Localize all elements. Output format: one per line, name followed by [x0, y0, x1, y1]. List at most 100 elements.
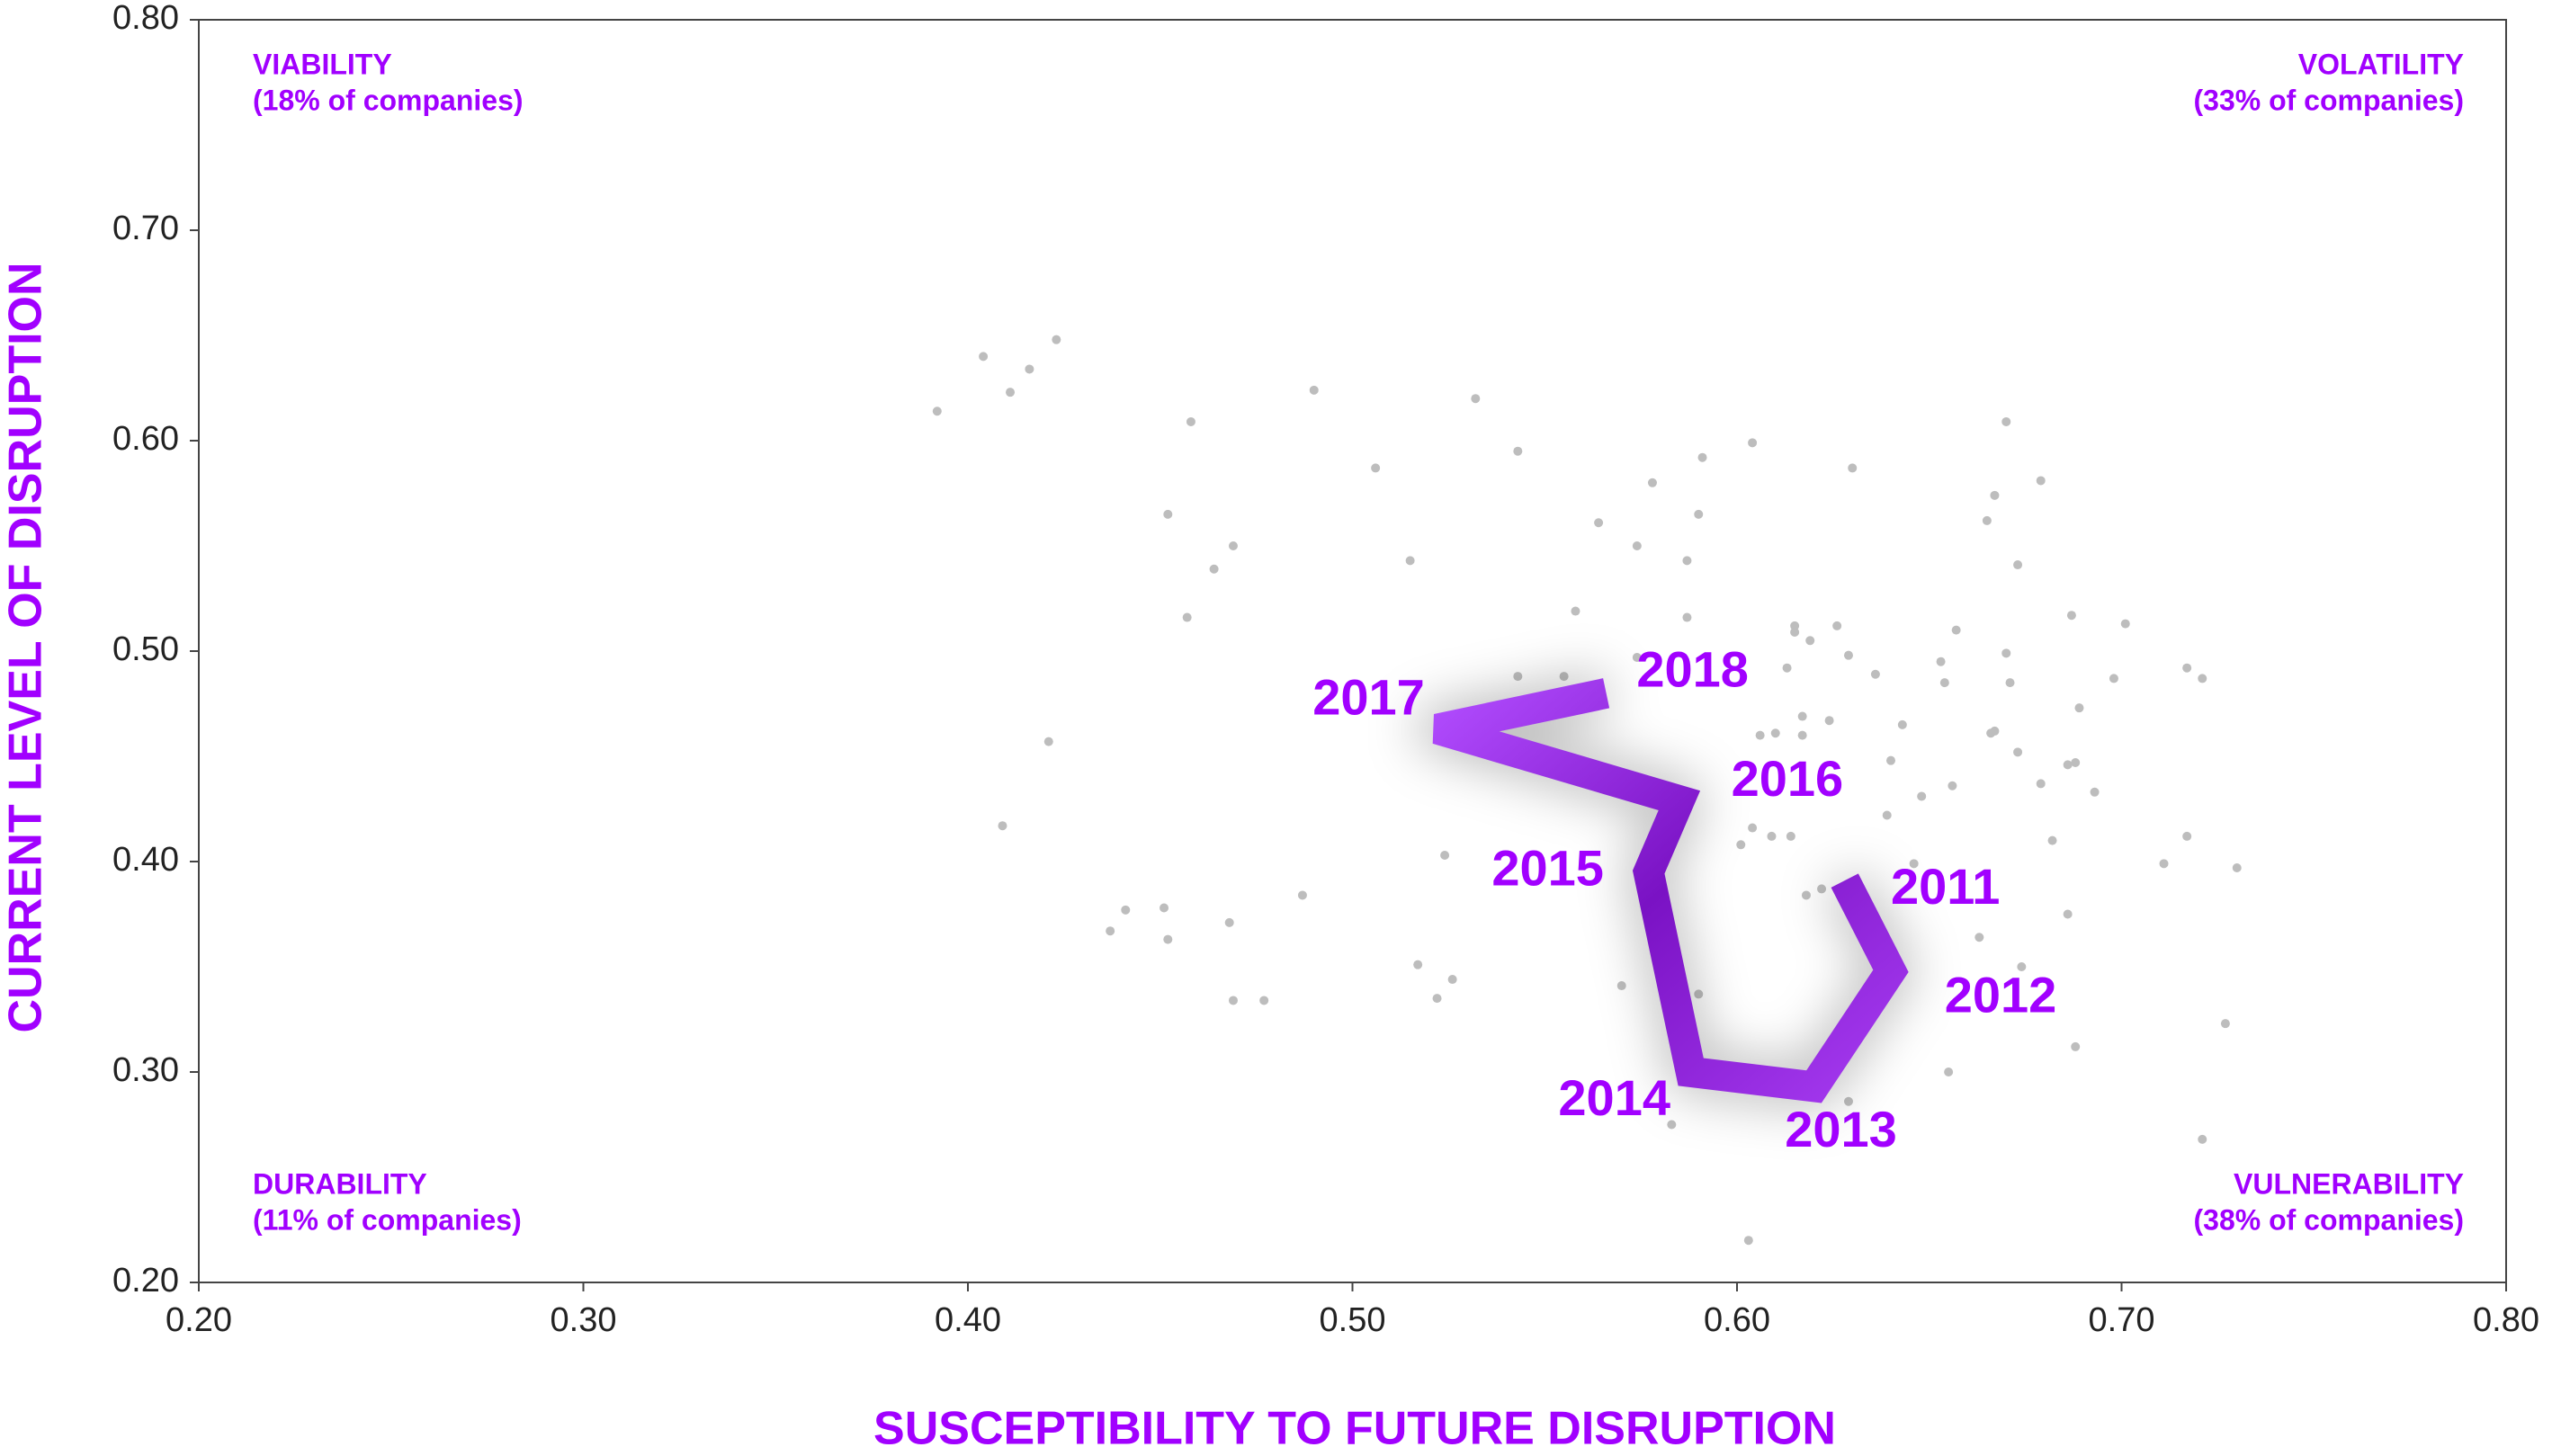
- scatter-point: [1448, 975, 1457, 984]
- year-label: 2013: [1785, 1101, 1897, 1157]
- scatter-point: [2221, 1019, 2230, 1028]
- scatter-point: [2182, 664, 2191, 673]
- scatter-point: [1513, 447, 1522, 456]
- x-tick-label: 0.60: [1704, 1301, 1770, 1339]
- quadrant-share: (11% of companies): [253, 1203, 522, 1236]
- scatter-point: [1786, 832, 1795, 841]
- quadrant-title: VIABILITY: [253, 48, 392, 80]
- year-label: 2016: [1732, 750, 1844, 807]
- scatter-point: [2109, 674, 2118, 683]
- scatter-point: [1790, 628, 1799, 637]
- y-tick-label: 0.30: [112, 1051, 179, 1089]
- scatter-point: [1898, 720, 1907, 729]
- scatter-point: [1106, 926, 1115, 935]
- scatter-point: [1513, 672, 1522, 681]
- year-label: 2018: [1636, 641, 1749, 698]
- scatter-point: [1748, 438, 1757, 447]
- scatter-point: [1771, 728, 1780, 737]
- y-tick-label: 0.40: [112, 841, 179, 879]
- scatter-point: [998, 821, 1007, 830]
- scatter-point: [1802, 890, 1811, 899]
- scatter-point: [1848, 463, 1857, 472]
- scatter-point: [1986, 728, 1995, 737]
- scatter-point: [2091, 788, 2100, 797]
- scatter-point: [1594, 518, 1603, 527]
- x-tick-label: 0.50: [1320, 1301, 1386, 1339]
- scatter-point: [1832, 621, 1841, 630]
- scatter-point: [1052, 335, 1061, 344]
- scatter-point: [1694, 510, 1703, 519]
- scatter-point: [1805, 636, 1814, 645]
- x-tick-label: 0.70: [2089, 1301, 2155, 1339]
- scatter-point: [2121, 620, 2130, 629]
- scatter-point: [1798, 731, 1807, 740]
- scatter-point: [1183, 613, 1192, 622]
- scatter-point: [1748, 824, 1757, 833]
- x-tick-label: 0.30: [551, 1301, 617, 1339]
- scatter-point: [2013, 560, 2022, 569]
- scatter-point: [2001, 648, 2010, 657]
- scatter-point: [2067, 611, 2076, 620]
- scatter-point: [1952, 626, 1961, 635]
- scatter-point: [1886, 756, 1895, 765]
- quadrant-share: (33% of companies): [2193, 84, 2464, 116]
- quadrant-title: VULNERABILITY: [2234, 1167, 2464, 1200]
- scatter-point: [1433, 994, 1442, 1003]
- quadrant-title: DURABILITY: [253, 1167, 427, 1200]
- year-label: 2012: [1945, 966, 2057, 1023]
- scatter-point: [1844, 651, 1853, 660]
- scatter-point: [2001, 417, 2010, 426]
- scatter-point: [1006, 388, 1015, 397]
- scatter-point: [2074, 703, 2083, 712]
- year-label: 2015: [1491, 839, 1604, 896]
- plot-frame: [199, 20, 2506, 1282]
- scatter-point: [1682, 613, 1691, 622]
- scatter-point: [2064, 910, 2073, 919]
- scatter-point: [1259, 996, 1268, 1005]
- scatter-point: [1633, 541, 1642, 550]
- scatter-point: [2048, 836, 2057, 845]
- y-axis-title: CURRENT LEVEL OF DISRUPTION: [0, 262, 52, 1032]
- scatter-point: [2160, 859, 2169, 868]
- y-tick-label: 0.20: [112, 1262, 179, 1300]
- scatter-point: [1883, 811, 1892, 820]
- scatter-point: [1298, 890, 1307, 899]
- scatter-point: [1983, 516, 1992, 525]
- scatter-point: [2233, 863, 2242, 872]
- y-tick-label: 0.80: [112, 0, 179, 37]
- x-tick-label: 0.80: [2473, 1301, 2539, 1339]
- scatter-point: [1121, 906, 1130, 915]
- scatter-point: [1413, 960, 1422, 969]
- x-tick-label: 0.40: [935, 1301, 1001, 1339]
- scatter-point: [1210, 565, 1219, 574]
- scatter-point: [1163, 935, 1172, 944]
- scatter-point: [1617, 981, 1626, 990]
- scatter-point: [1825, 716, 1834, 725]
- scatter-point: [2037, 476, 2046, 485]
- scatter-point: [2064, 760, 2073, 769]
- x-axis-title: SUSCEPTIBILITY TO FUTURE DISRUPTION: [873, 1403, 1836, 1455]
- scatter-point: [2013, 747, 2022, 756]
- scatter-point: [1940, 678, 1949, 687]
- scatter-point: [1310, 386, 1319, 395]
- scatter-point: [1817, 884, 1826, 893]
- scatter-point: [933, 406, 942, 415]
- chart: SUSCEPTIBILITY TO FUTURE DISRUPTION CURR…: [0, 0, 2552, 1456]
- scatter-point: [1783, 664, 1792, 673]
- scatter-point: [1871, 670, 1880, 679]
- scatter-point: [1917, 791, 1926, 800]
- year-label: 2017: [1312, 668, 1425, 725]
- quadrant-share: (18% of companies): [253, 84, 524, 116]
- scatter-point: [1736, 840, 1745, 849]
- scatter-point: [1229, 996, 1238, 1005]
- scatter-point: [1744, 1236, 1753, 1245]
- page: {"chart_data": { "type": "scatter", "x_l…: [0, 0, 2552, 1456]
- scatter-point: [2198, 1135, 2207, 1144]
- scatter-point: [1756, 731, 1765, 740]
- scatter-point: [1767, 832, 1776, 841]
- scatter-point: [2071, 758, 2080, 767]
- scatter-point: [1406, 556, 1415, 565]
- scatter-point: [1025, 364, 1034, 373]
- year-label: 2014: [1558, 1069, 1670, 1126]
- scatter-point: [1937, 657, 1946, 666]
